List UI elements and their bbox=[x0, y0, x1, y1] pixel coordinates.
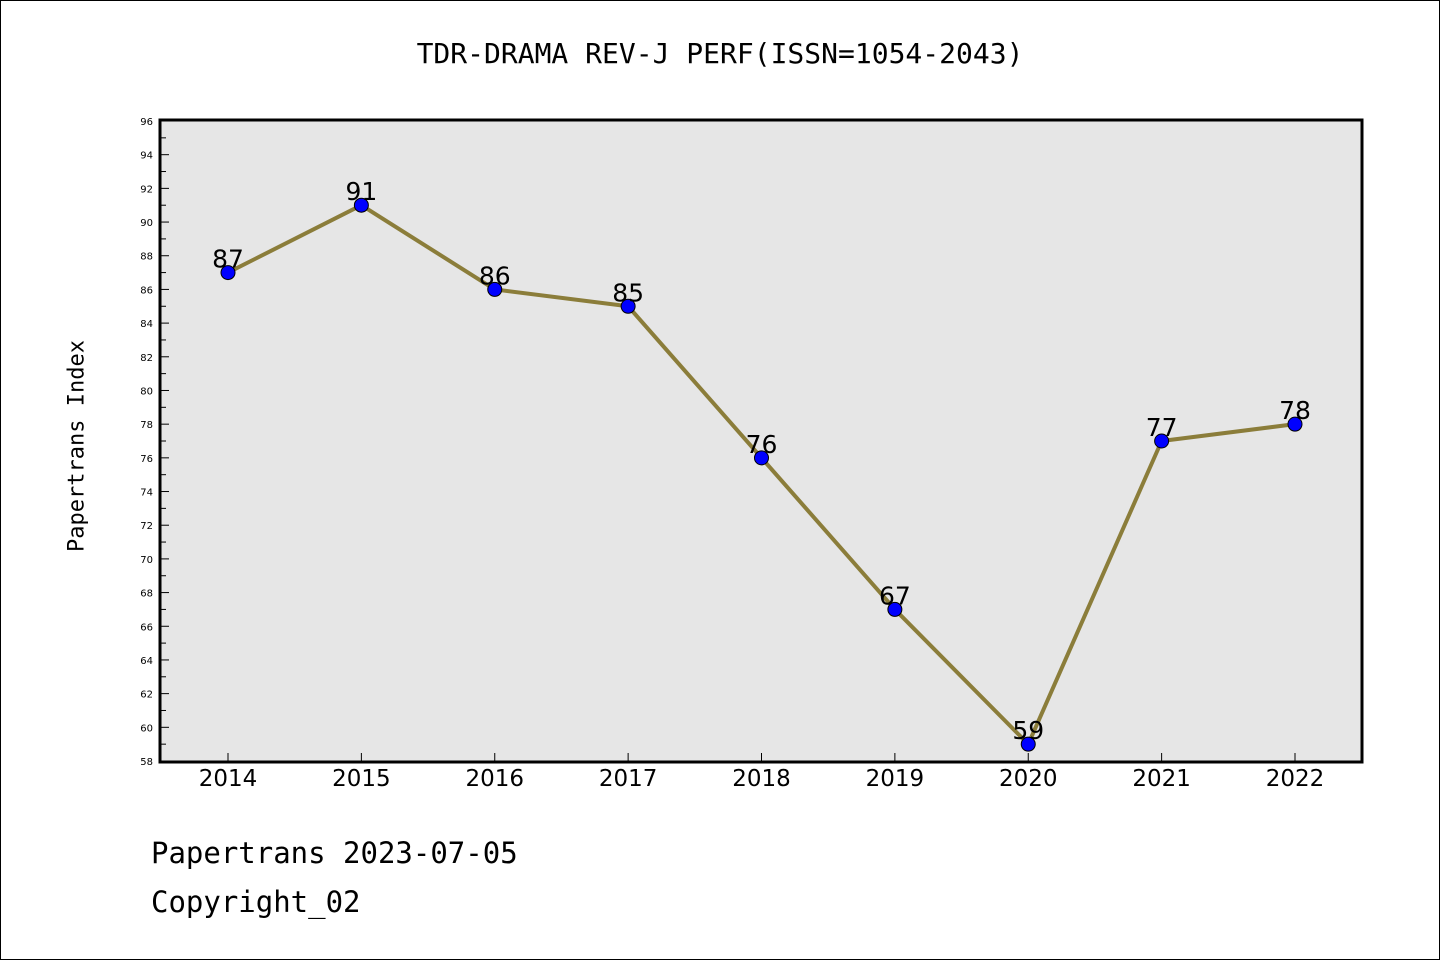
y-tick-label: 90 bbox=[140, 218, 153, 229]
data-point bbox=[1020, 736, 1036, 752]
y-tick-label: 86 bbox=[140, 285, 153, 296]
y-tick-label: 80 bbox=[140, 386, 153, 397]
data-label: 77 bbox=[1146, 413, 1178, 442]
y-tick-label: 62 bbox=[140, 690, 153, 701]
x-tick-label: 2014 bbox=[199, 766, 258, 792]
x-axis: 2014 2015 2016 2017 2018 2019 2020 2021 2022 bbox=[199, 753, 1325, 792]
y-tick-label: 88 bbox=[140, 252, 153, 263]
data-point bbox=[1154, 433, 1170, 449]
x-tick-label: 2021 bbox=[1132, 766, 1191, 792]
y-tick-label: 58 bbox=[140, 757, 153, 768]
data-label: 67 bbox=[879, 581, 911, 610]
data-point bbox=[887, 601, 903, 617]
y-tick-label: 74 bbox=[140, 488, 153, 499]
data-label: 59 bbox=[1012, 716, 1044, 745]
data-label: 76 bbox=[746, 430, 778, 459]
data-label: 91 bbox=[345, 177, 377, 206]
data-point bbox=[353, 197, 369, 213]
y-tick-label: 76 bbox=[140, 454, 153, 465]
y-tick-label: 68 bbox=[140, 589, 153, 600]
footer-copyright: Copyright_02 bbox=[151, 885, 361, 919]
footer-date: Papertrans 2023-07-05 bbox=[151, 836, 518, 870]
y-tick-label: 94 bbox=[140, 151, 153, 162]
y-tick-label: 92 bbox=[140, 184, 153, 195]
data-label: 87 bbox=[212, 245, 244, 274]
y-axis: 58 60 62 64 66 68 70 72 74 76 78 80 82 84 86 88 90 92 94 96 bbox=[140, 117, 169, 768]
y-tick-label: 78 bbox=[140, 420, 153, 431]
data-label: 78 bbox=[1279, 396, 1311, 425]
data-label: 85 bbox=[612, 278, 644, 307]
x-tick-label: 2022 bbox=[1266, 766, 1325, 792]
x-tick-label: 2020 bbox=[999, 766, 1058, 792]
x-tick-label: 2016 bbox=[465, 766, 524, 792]
y-tick-label: 70 bbox=[140, 555, 153, 566]
y-tick-label: 66 bbox=[140, 622, 153, 633]
x-tick-label: 2017 bbox=[599, 766, 658, 792]
y-tick-label: 84 bbox=[140, 319, 153, 330]
data-point bbox=[220, 265, 236, 281]
y-tick-label: 82 bbox=[140, 353, 153, 364]
chart-title: TDR-DRAMA REV-J PERF(ISSN=1054-2043) bbox=[416, 37, 1024, 70]
x-tick-label: 2015 bbox=[332, 766, 391, 792]
data-point bbox=[754, 450, 769, 466]
x-tick-label: 2019 bbox=[866, 766, 925, 792]
data-label: 86 bbox=[479, 261, 511, 290]
y-tick-label: 96 bbox=[140, 117, 153, 128]
data-point bbox=[487, 281, 503, 297]
y-tick-label: 72 bbox=[140, 521, 153, 532]
data-point bbox=[620, 298, 636, 314]
y-tick-label: 64 bbox=[140, 656, 153, 667]
series-layer: 87 91 86 85 76 67 59 77 78 bbox=[212, 177, 1311, 752]
x-tick-label: 2018 bbox=[732, 766, 791, 792]
y-tick-label: 60 bbox=[140, 723, 153, 734]
data-point bbox=[1287, 416, 1303, 432]
